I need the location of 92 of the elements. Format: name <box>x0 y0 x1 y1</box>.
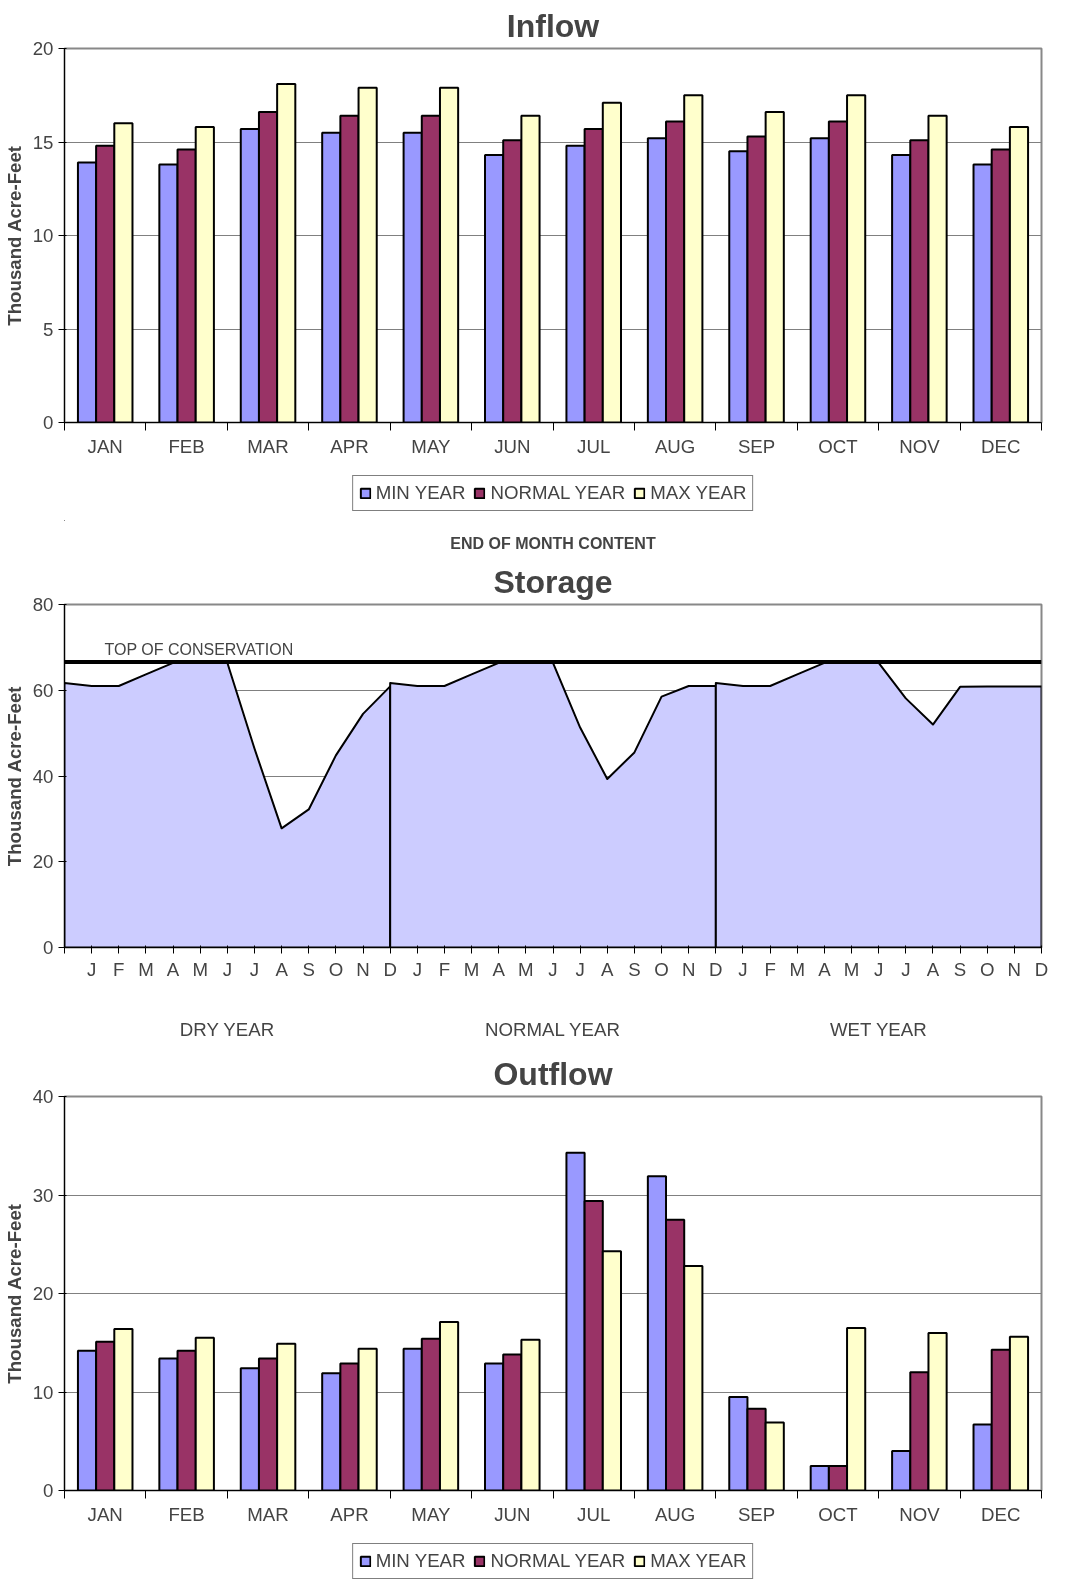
x-tick-label: J <box>249 958 260 980</box>
x-tick-label: J <box>222 958 232 980</box>
x-tick-label: OCT <box>818 1503 858 1525</box>
x-tick-label: SEP <box>737 1503 776 1525</box>
x-tick-label: JAN <box>87 435 123 457</box>
x-tick-label: JUL <box>577 435 611 457</box>
y-tick-label: 5 <box>43 318 54 340</box>
x-tick-label: O <box>979 958 995 980</box>
x-tick-label: O <box>328 958 344 980</box>
chart-title: Inflow <box>506 7 600 44</box>
x-tick-label: APR <box>330 435 369 457</box>
x-tick-label: MAY <box>411 1503 451 1525</box>
x-tick-label: NOV <box>899 435 941 457</box>
x-tick-label: FEB <box>168 1503 205 1525</box>
x-tick-label: A <box>166 958 180 980</box>
y-axis-title: Thousand Acre-Feet <box>3 1204 25 1384</box>
chart-title: Outflow <box>493 1055 613 1092</box>
x-tick-label: J <box>548 958 558 980</box>
x-tick-label: F <box>438 958 451 980</box>
x-tick-label: D <box>709 958 723 980</box>
x-tick-label: N <box>1007 958 1022 980</box>
y-tick-label: 15 <box>32 131 54 153</box>
x-tick-label: F <box>764 958 776 980</box>
y-tick-label: 60 <box>32 679 54 701</box>
x-tick-label: AUG <box>654 1503 696 1525</box>
y-tick-label: 10 <box>32 1381 54 1403</box>
text: WET YEAR <box>829 1018 927 1040</box>
x-tick-label: M <box>518 958 534 980</box>
x-tick-label: J <box>874 958 884 980</box>
x-tick-label: JUN <box>494 1503 531 1525</box>
x-tick-label: J <box>901 958 911 980</box>
x-tick-label: AUG <box>654 435 696 457</box>
x-tick-label: JUL <box>577 1503 611 1525</box>
legend-label: MAX YEAR <box>650 1550 747 1572</box>
x-tick-label: SEP <box>737 435 776 457</box>
x-tick-label: A <box>492 958 506 980</box>
legend-label: MAX YEAR <box>650 482 747 504</box>
legend-label: MIN YEAR <box>375 482 466 504</box>
x-tick-label: F <box>113 958 125 980</box>
x-tick-label: M <box>843 958 860 980</box>
ref-line-label: TOP OF CONSERVATION <box>104 640 294 658</box>
x-tick-label: MAR <box>247 435 289 457</box>
x-tick-label: M <box>192 958 208 980</box>
y-tick-label: 20 <box>32 851 54 873</box>
y-tick-label: 20 <box>32 1283 54 1304</box>
x-tick-label: A <box>926 958 940 980</box>
x-tick-label: D <box>383 958 397 980</box>
y-tick-label: 0 <box>43 937 54 958</box>
x-tick-label: JUN <box>494 435 531 457</box>
x-tick-label: J <box>738 958 748 980</box>
x-tick-label: NOV <box>899 1503 941 1525</box>
x-tick-label: MAR <box>247 1503 289 1525</box>
x-tick-label: OCT <box>818 435 858 457</box>
chart-subtitle: END OF MONTH CONTENT <box>450 534 656 552</box>
x-tick-label: FEB <box>168 435 205 457</box>
text: NORMAL YEAR <box>485 1018 620 1040</box>
y-tick-label: 40 <box>32 1086 54 1107</box>
x-tick-label: S <box>302 958 315 980</box>
x-tick-label: M <box>463 958 480 980</box>
x-tick-label: J <box>575 958 585 980</box>
x-tick-label: S <box>628 958 641 980</box>
y-tick-label: 0 <box>43 1480 54 1501</box>
legend-label: NORMAL YEAR <box>490 1550 626 1572</box>
y-tick-label: 20 <box>32 38 54 59</box>
chart-title: Storage <box>493 563 613 600</box>
x-tick-label: D <box>1034 958 1049 980</box>
x-tick-label: M <box>789 958 806 980</box>
legend-label: NORMAL YEAR <box>490 482 626 504</box>
y-axis-title: Thousand Acre-Feet <box>3 686 25 867</box>
legend-label: MIN YEAR <box>375 1550 466 1572</box>
y-tick-label: 10 <box>32 225 54 246</box>
y-tick-label: 0 <box>43 412 54 433</box>
x-tick-label: A <box>601 958 615 980</box>
y-axis-title: Thousand Acre-Feet <box>3 146 25 326</box>
x-tick-label: APR <box>330 1503 369 1525</box>
x-tick-label: N <box>356 958 370 980</box>
y-tick-label: 80 <box>32 594 54 615</box>
x-tick-label: A <box>818 958 832 980</box>
x-tick-label: J <box>412 958 422 980</box>
y-tick-label: 40 <box>32 765 54 787</box>
x-tick-label: JAN <box>87 1503 123 1525</box>
y-tick-label: 30 <box>32 1184 54 1206</box>
x-tick-label: A <box>275 958 289 980</box>
x-tick-label: DEC <box>981 435 1021 457</box>
x-tick-label: M <box>138 958 154 980</box>
x-tick-label: J <box>86 958 97 980</box>
x-tick-label: MAY <box>411 435 451 457</box>
x-tick-label: O <box>654 958 669 980</box>
text: DRY YEAR <box>179 1018 275 1040</box>
x-tick-label: S <box>953 958 967 980</box>
x-tick-label: N <box>681 958 696 980</box>
x-tick-label: DEC <box>981 1503 1021 1525</box>
